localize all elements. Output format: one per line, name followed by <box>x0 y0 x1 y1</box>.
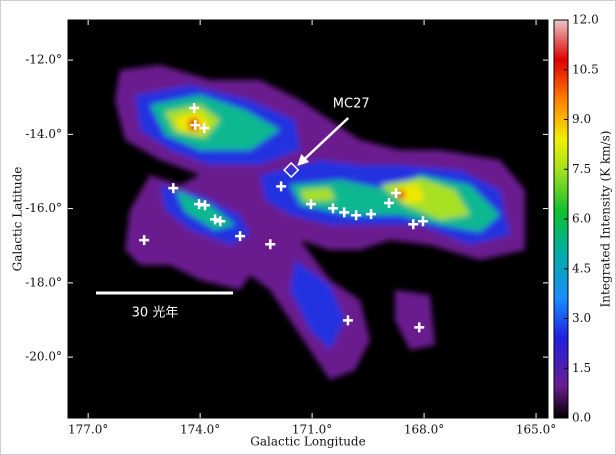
x-tick-label: 171.0° <box>292 423 332 437</box>
colorbar-tick-label: 12.0 <box>572 13 599 27</box>
colorbar-tick-label: 6.0 <box>572 212 591 226</box>
colorbar-tick-label: 3.0 <box>572 311 591 325</box>
x-tick-label: 177.0° <box>68 423 108 437</box>
x-tick-label: 165.0° <box>516 423 556 437</box>
x-tick-label: 168.0° <box>404 423 444 437</box>
x-tick-label: 174.0° <box>180 423 220 437</box>
y-axis-label: Galactic Latitude <box>11 167 25 272</box>
colorbar-tick-label: 1.5 <box>572 361 591 375</box>
x-axis-label: Galactic Longitude <box>250 435 365 449</box>
y-tick-label: -14.0° <box>25 127 62 141</box>
colorbar-label: Integrated Intensity (K km/s) <box>599 131 613 308</box>
y-tick-label: -18.0° <box>25 275 62 289</box>
y-tick-label: -12.0° <box>25 53 62 67</box>
colorbar-tick-label: 4.5 <box>572 261 591 275</box>
colorbar-tick-label: 9.0 <box>572 112 591 126</box>
scale-bar-label: 30 光年 <box>132 306 179 321</box>
y-tick-label: -20.0° <box>25 350 62 364</box>
mc27-label: MC27 <box>333 96 370 111</box>
colorbar-tick-label: 10.5 <box>572 62 599 76</box>
figure: 30 光年 Galactic Longitude Galactic Latitu… <box>0 0 616 455</box>
colorbar-tick-label: 0.0 <box>572 411 591 425</box>
y-tick-label: -16.0° <box>25 201 62 215</box>
colorbar-tick-label: 7.5 <box>572 162 591 176</box>
